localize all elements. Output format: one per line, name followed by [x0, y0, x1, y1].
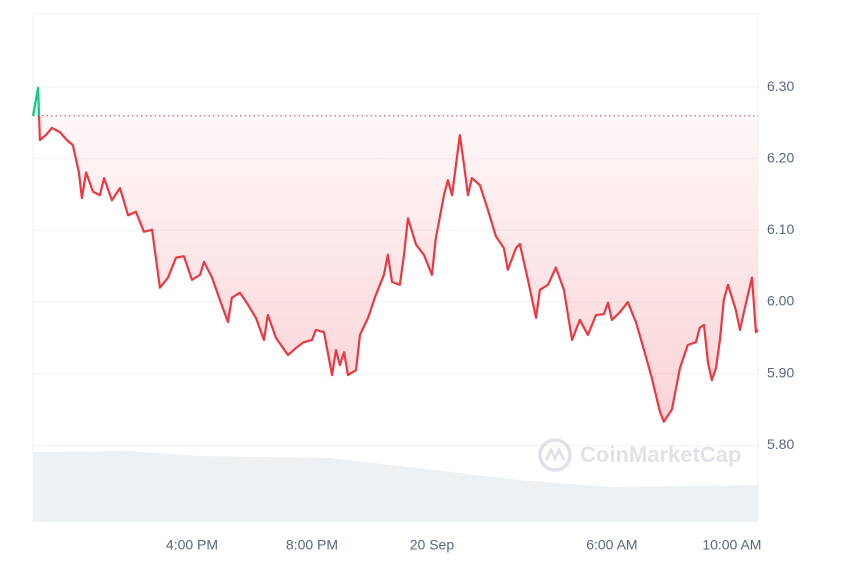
y-tick-label: 5.90 — [767, 364, 794, 380]
area — [39, 115, 758, 422]
x-tick-label: 6:00 AM — [586, 537, 637, 553]
y-tick-label: 5.80 — [767, 436, 794, 452]
x-tick-label: 4:00 PM — [166, 537, 218, 553]
plot-layer: 5.80 5.90 6.00 6.10 6.20 6.30 4:00 PM 8:00 PM 20… — [31, 78, 794, 553]
x-tick-label: 20 Sep — [410, 537, 455, 553]
y-tick-label: 6.30 — [767, 78, 794, 94]
x-tick-label: 10:00 AM — [702, 537, 761, 553]
watermark: CoinMarketCap — [538, 438, 741, 472]
x-tick-label: 8:00 PM — [286, 537, 338, 553]
volume-band — [33, 451, 758, 522]
watermark-text: CoinMarketCap — [580, 442, 741, 467]
price-line — [33, 115, 759, 423]
y-tick-label: 6.10 — [767, 221, 794, 237]
y-tick-label: 6.20 — [767, 149, 794, 165]
y-tick-label: 6.00 — [767, 293, 794, 309]
